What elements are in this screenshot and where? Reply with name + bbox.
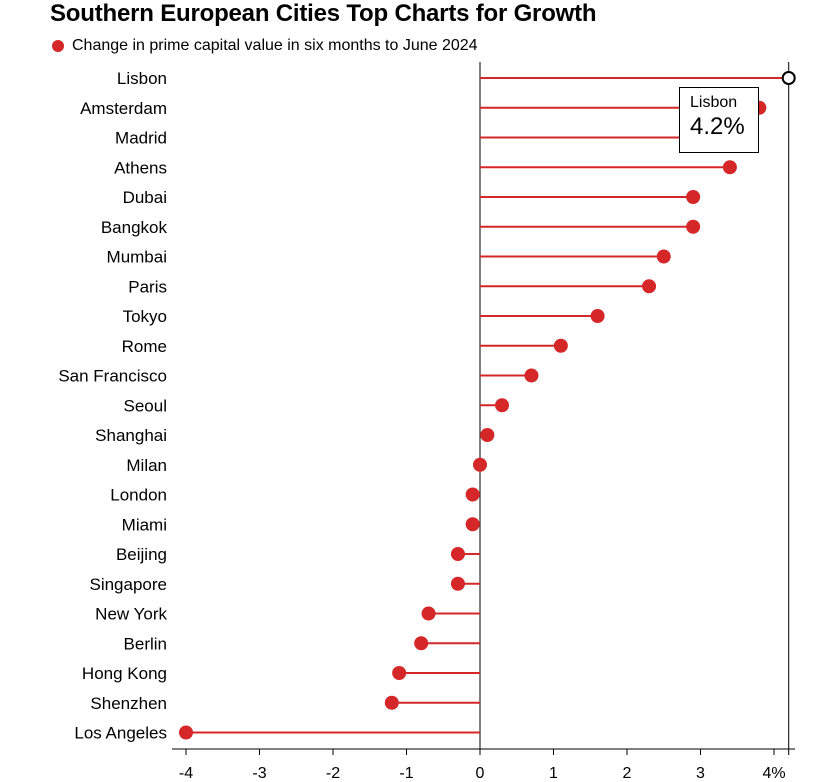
legend-marker-icon (52, 40, 64, 52)
x-tick-label: -1 (399, 765, 413, 782)
category-label: Madrid (115, 129, 167, 148)
x-tick-label: -4 (179, 765, 193, 782)
category-label: Tokyo (123, 307, 167, 326)
callout-value: 4.2% (690, 113, 745, 140)
category-label: Athens (114, 158, 167, 177)
lollipop-point (722, 160, 737, 175)
lollipop-point (384, 695, 399, 710)
category-label: Shanghai (95, 426, 167, 445)
lollipop-point (686, 190, 701, 204)
category-label: Seoul (124, 396, 167, 415)
lollipop-point (480, 428, 495, 442)
lollipop-point (179, 725, 193, 740)
lollipop-point (656, 249, 671, 264)
chart-title: Southern European Cities Top Charts for … (50, 0, 597, 27)
category-label: Amsterdam (80, 99, 167, 118)
category-label: London (110, 486, 167, 505)
lollipop-point (590, 309, 605, 323)
category-label: Hong Kong (82, 664, 167, 683)
category-label: Los Angeles (74, 724, 167, 743)
lollipop-point (392, 666, 407, 680)
x-tick-label: 4% (762, 765, 785, 782)
lollipop-point (524, 368, 539, 383)
lollipop-point (450, 547, 465, 561)
category-label: Bangkok (101, 218, 168, 237)
x-tick-label: -3 (252, 765, 266, 782)
x-tick-label: 1 (549, 765, 558, 782)
x-tick-label: 0 (476, 765, 485, 782)
lollipop-point (421, 606, 436, 621)
category-label: Mumbai (107, 248, 167, 267)
lollipop-point (686, 219, 701, 234)
legend-label: Change in prime capital value in six mon… (72, 37, 478, 54)
x-tick-label: 3 (696, 765, 705, 782)
category-label: New York (95, 605, 167, 624)
category-label: Lisbon (117, 69, 167, 88)
callout-city: Lisbon (690, 94, 738, 111)
lisbon-callout: Lisbon 4.2% (679, 87, 759, 153)
category-label: Berlin (124, 634, 167, 653)
category-label: Dubai (123, 188, 167, 207)
lollipop-point-highlight (781, 71, 796, 85)
category-label: Singapore (89, 575, 167, 594)
lollipop-point (414, 636, 429, 651)
legend: Change in prime capital value in six mon… (52, 37, 478, 55)
x-tick-label: 2 (623, 765, 632, 782)
x-tick-label: -2 (326, 765, 340, 782)
category-label: Paris (128, 277, 167, 296)
category-label: Beijing (116, 545, 167, 564)
lollipop-point (642, 279, 657, 294)
category-label: Rome (122, 337, 167, 356)
category-label: Shenzhen (90, 694, 167, 713)
lollipop-point (465, 487, 480, 502)
category-label: Milan (126, 456, 167, 475)
lollipop-point (553, 338, 568, 353)
category-label: San Francisco (58, 367, 167, 386)
lollipop-point (495, 398, 510, 413)
lollipop-point (465, 517, 480, 532)
category-label: Miami (122, 515, 167, 534)
lollipop-point (473, 457, 487, 472)
lollipop-point (450, 576, 465, 591)
